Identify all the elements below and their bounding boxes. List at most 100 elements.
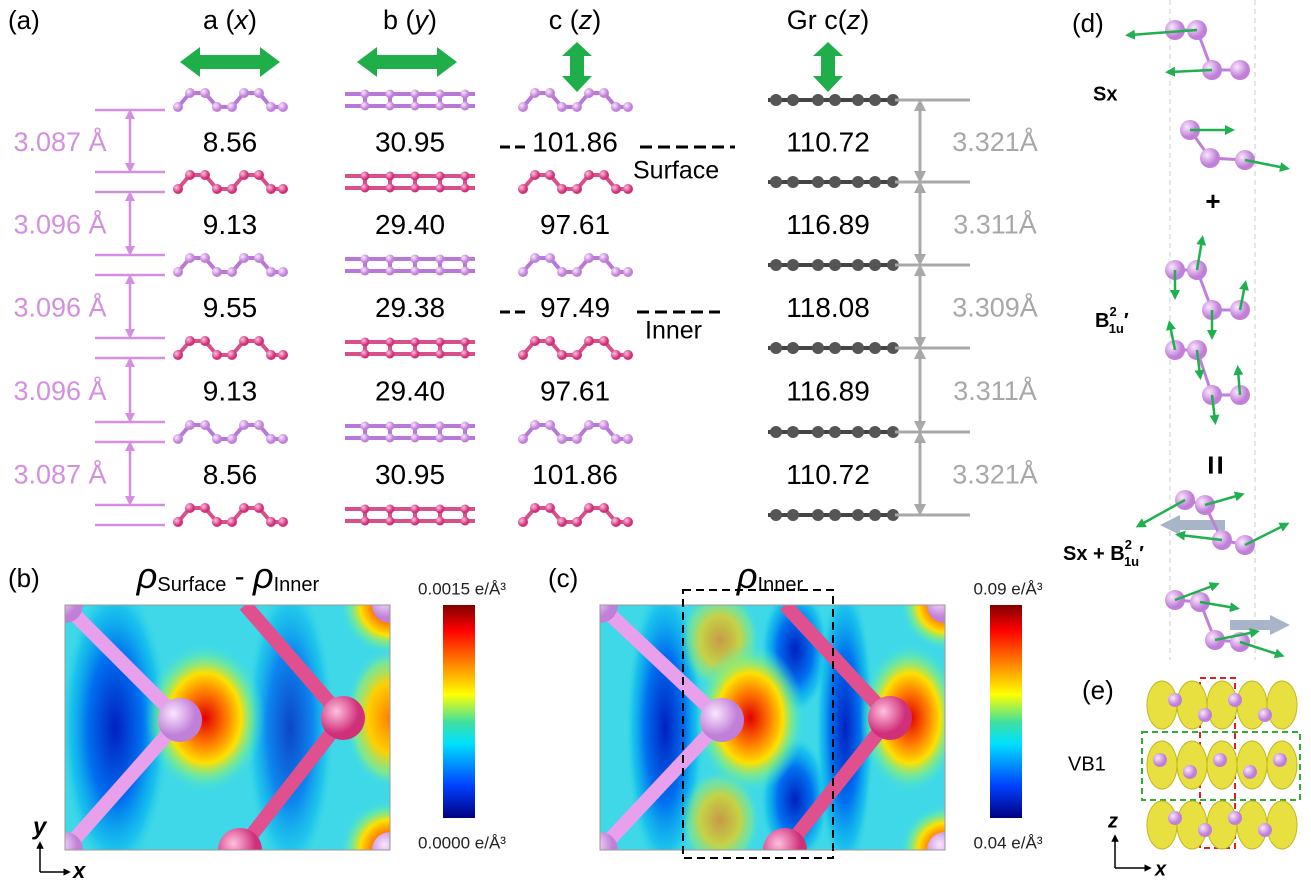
atom	[530, 336, 540, 346]
atom	[599, 420, 609, 430]
atom	[361, 90, 370, 99]
atom	[572, 350, 582, 360]
graphene-layer	[768, 94, 899, 106]
atom	[212, 350, 222, 360]
atom	[1200, 148, 1220, 168]
interlayer-distance: 3.087 Å	[13, 459, 106, 490]
atom	[461, 267, 470, 276]
phosphorene-layer	[173, 336, 288, 360]
atom	[173, 102, 183, 112]
atom	[436, 102, 445, 111]
value: 97.61	[540, 375, 610, 406]
atom	[829, 176, 841, 188]
value: 29.40	[375, 375, 445, 406]
atom	[212, 102, 222, 112]
interlayer-distance: 3.311Å	[953, 375, 1037, 406]
band-label: VB1	[1068, 753, 1106, 775]
colorbar	[990, 605, 1022, 818]
atom	[411, 172, 420, 181]
atom	[254, 420, 264, 430]
atom	[545, 170, 555, 180]
atom	[812, 509, 824, 521]
atom	[1198, 708, 1212, 722]
atom	[200, 503, 210, 513]
atom	[361, 172, 370, 181]
orbital-lobe	[1147, 801, 1177, 849]
atom	[770, 259, 782, 271]
orbital-lobe	[1267, 681, 1297, 729]
atom	[611, 267, 621, 277]
atom	[530, 170, 540, 180]
atom	[461, 338, 470, 347]
value: 116.89	[786, 209, 870, 240]
column-header: b (y)	[383, 5, 437, 35]
atom	[557, 350, 567, 360]
atom	[787, 509, 799, 521]
atom	[436, 422, 445, 431]
colorbar-label: 0.04 e/Å³	[974, 833, 1043, 852]
atom	[278, 350, 288, 360]
atom	[518, 517, 528, 527]
atom	[411, 434, 420, 443]
atom	[869, 94, 881, 106]
atom	[227, 267, 237, 277]
direction-arrows	[180, 42, 843, 92]
graphene-layer	[768, 509, 899, 521]
atom	[623, 350, 633, 360]
atom	[436, 184, 445, 193]
atom	[557, 102, 567, 112]
phosphorene-layer	[518, 503, 633, 527]
atom	[557, 517, 567, 527]
graphene-layer	[768, 426, 899, 438]
atom	[386, 338, 395, 347]
atom	[411, 422, 420, 431]
graphene-layer	[768, 176, 899, 188]
phosphorene-layer	[518, 253, 633, 277]
charge-map	[47, 555, 440, 882]
atom	[436, 505, 445, 514]
atom	[173, 517, 183, 527]
atom	[1213, 753, 1227, 767]
atom	[557, 434, 567, 444]
atom	[572, 267, 582, 277]
atom	[436, 255, 445, 264]
value: 9.13	[203, 209, 258, 240]
atom	[518, 102, 528, 112]
atom	[212, 184, 222, 194]
atom	[461, 517, 470, 526]
axis-label: x	[72, 858, 86, 882]
atom	[386, 422, 395, 431]
atom	[1228, 693, 1242, 707]
atom	[411, 90, 420, 99]
atom	[386, 90, 395, 99]
atom	[239, 336, 249, 346]
atom	[254, 88, 264, 98]
charge-map	[582, 560, 990, 882]
atom	[411, 350, 420, 359]
atom	[386, 350, 395, 359]
atom	[599, 503, 609, 513]
atom	[623, 184, 633, 194]
atom	[411, 338, 420, 347]
interlayer-distance: 3.311Å	[953, 209, 1037, 240]
panel-label: (c)	[548, 563, 578, 593]
atom	[185, 503, 195, 513]
atom	[572, 102, 582, 112]
phosphorene-layer	[173, 170, 288, 194]
atom	[386, 184, 395, 193]
atom	[611, 350, 621, 360]
net-displacement	[1230, 615, 1290, 635]
atom	[386, 255, 395, 264]
value: 9.55	[203, 292, 258, 323]
orbital-lobe	[1177, 681, 1207, 729]
phosphorene-layer	[518, 170, 633, 194]
atom	[1243, 765, 1257, 779]
atom	[518, 350, 528, 360]
interlayer-distance: 3.309Å	[952, 292, 1038, 323]
atom	[545, 253, 555, 263]
atom	[1258, 823, 1272, 837]
atom	[545, 88, 555, 98]
atom	[787, 426, 799, 438]
atom	[254, 336, 264, 346]
atom	[239, 503, 249, 513]
